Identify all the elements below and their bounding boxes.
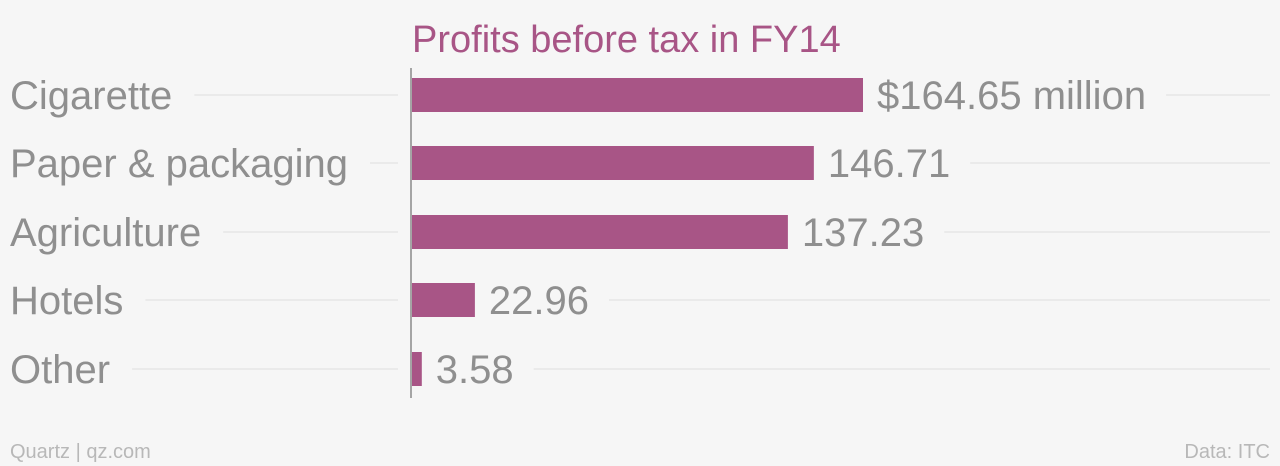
- chart-title: Profits before tax in FY14: [412, 19, 841, 61]
- bar: [412, 352, 422, 386]
- category-label: Cigarette: [10, 74, 172, 118]
- category-label: Other: [10, 348, 110, 392]
- value-labels: $164.65 million 146.71 137.23 22.96 3.58: [436, 74, 1146, 392]
- bars: [412, 78, 863, 386]
- value-label: 146.71: [828, 142, 950, 186]
- value-label: 3.58: [436, 348, 514, 392]
- footer-source: Data: ITC: [1184, 441, 1270, 463]
- footer-credit: Quartz | qz.com: [10, 441, 151, 463]
- bar: [412, 283, 475, 317]
- category-label: Agriculture: [10, 211, 201, 255]
- value-label: 137.23: [802, 211, 924, 255]
- category-label: Paper & packaging: [10, 142, 348, 186]
- value-label: $164.65 million: [877, 74, 1146, 118]
- bar: [412, 215, 788, 249]
- category-label: Hotels: [10, 279, 123, 323]
- value-label: 22.96: [489, 279, 589, 323]
- bar: [412, 78, 863, 112]
- category-labels: Cigarette Paper & packaging Agriculture Hot…: [10, 74, 348, 392]
- bar: [412, 146, 814, 180]
- grid-lines: [132, 94, 1270, 370]
